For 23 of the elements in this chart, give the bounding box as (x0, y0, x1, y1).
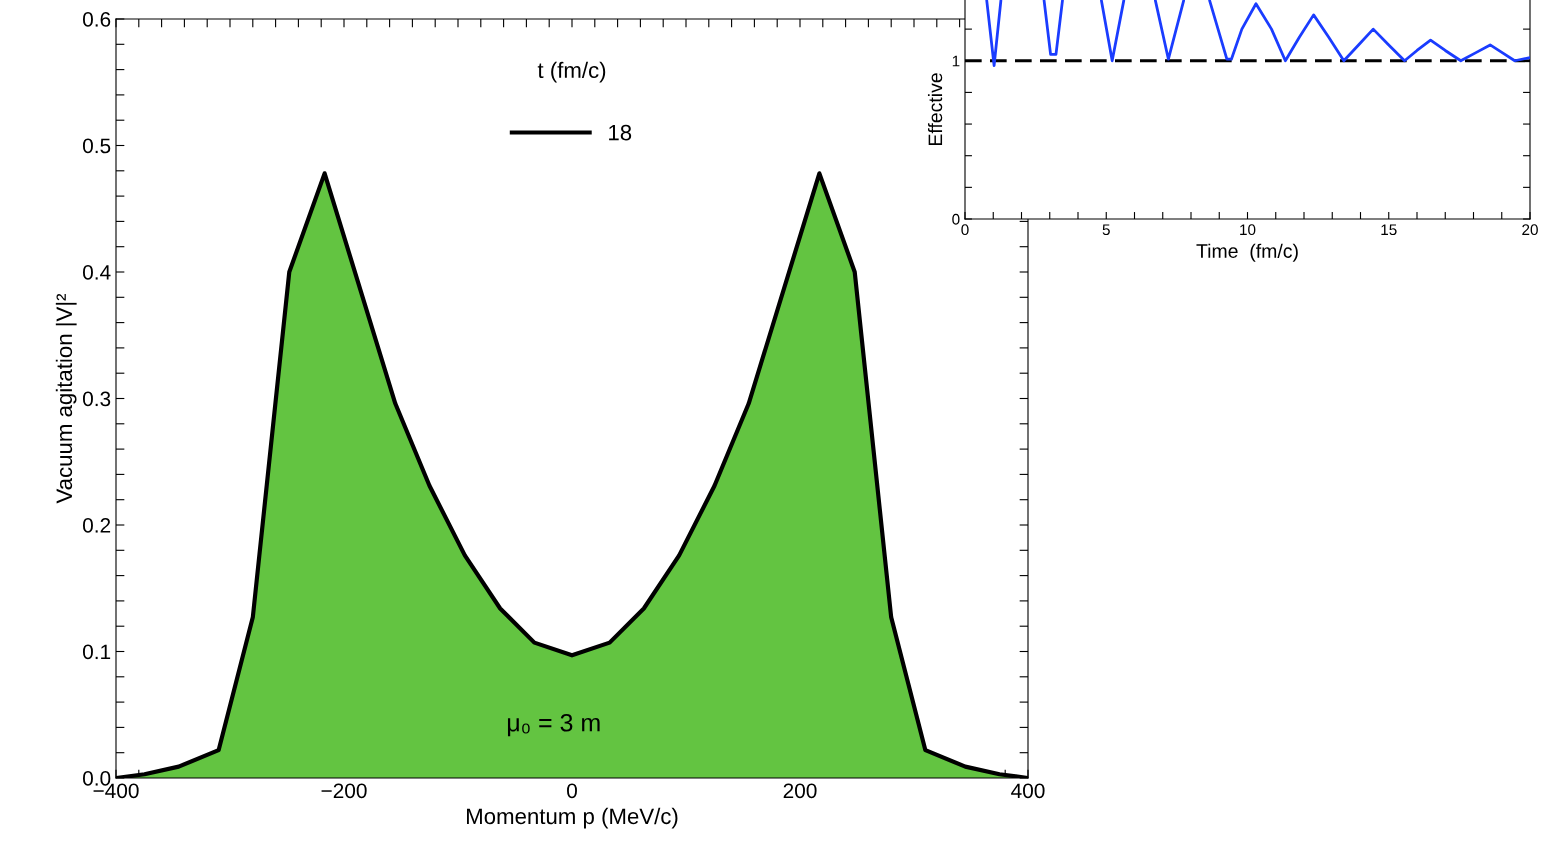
x-axis-title: Momentum p (MeV/c) (467, 807, 678, 829)
y-tick-label: 0.3 (82, 391, 111, 407)
annotation: μ₀ = 3 m (507, 713, 600, 737)
legend-title: t (fm/c) (537, 61, 606, 83)
x-tick-label: 0 (567, 783, 577, 799)
x-tick-label: 20 (1522, 224, 1538, 236)
y-tick-label: 0.1 (82, 644, 111, 660)
y-tick-label: 0.6 (82, 12, 111, 27)
y-tick-label: 0.4 (82, 265, 111, 280)
y-axis-title: Effective (927, 73, 943, 146)
x-tick-label: 400 (1011, 783, 1045, 799)
x-tick-label: −200 (321, 783, 367, 799)
y-tick-label: 0.2 (82, 518, 111, 533)
x-tick-label: 5 (1102, 224, 1110, 236)
x-tick-label: 10 (1240, 224, 1256, 236)
legend-label: 18 (609, 124, 632, 141)
x-axis-title: Time (fm/c) (1196, 243, 1298, 262)
y-tick-label: 1 (952, 55, 960, 67)
x-tick-label: 0 (961, 224, 969, 236)
y-axis-title: Vacuum agitation |V|² (55, 293, 77, 504)
x-tick-label: 200 (783, 783, 817, 799)
x-tick-label: 15 (1381, 224, 1397, 236)
y-tick-label: 0.5 (82, 138, 111, 154)
